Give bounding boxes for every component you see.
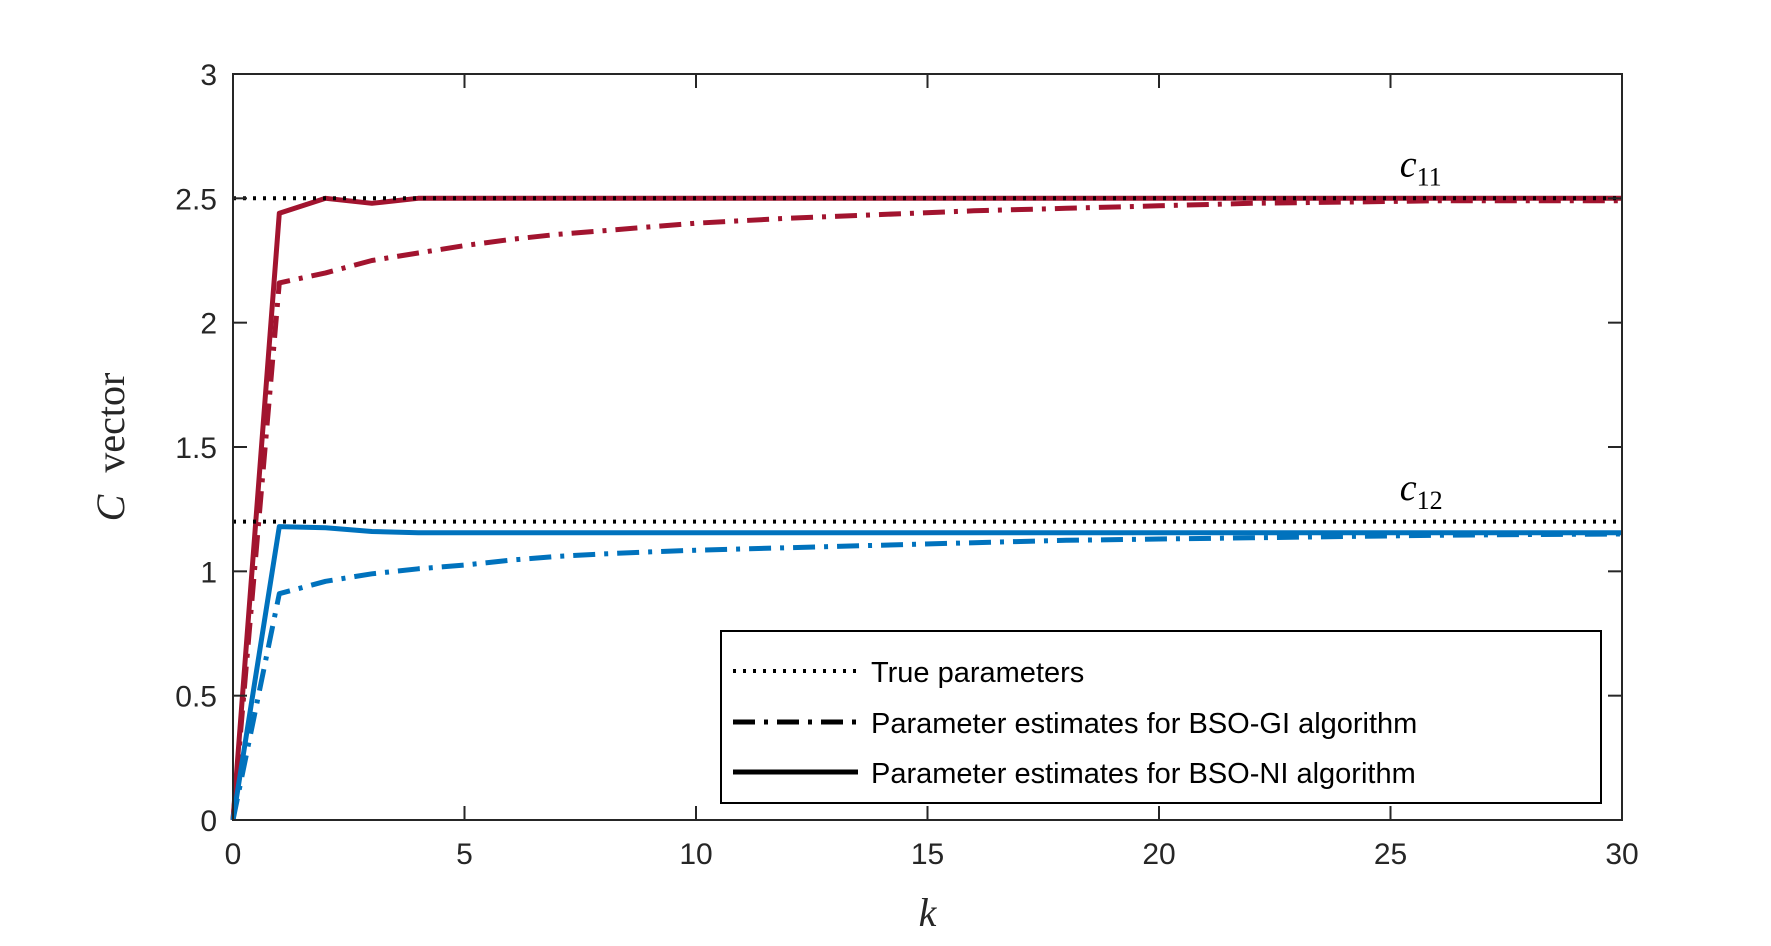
y-axis-label: C vector [88,373,133,522]
x-tick-label: 0 [225,838,242,871]
series-line-c12-bso-ni [230,524,1622,821]
annotation-base: c [1400,144,1417,186]
legend-label: Parameter estimates for BSO-NI algorithm [871,758,1416,790]
axis-ticks [232,73,1623,821]
x-tick-label: 15 [911,838,944,871]
annotation-base: c [1400,467,1417,509]
y-tick-label: 0.5 [175,681,217,714]
y-tick-label: 2.5 [175,183,217,216]
x-tick-label: 20 [1142,838,1175,871]
annotation-subscript: 11 [1417,163,1442,192]
x-axis-label: k [919,890,938,935]
series-line-c11-bso-gi [230,198,1622,821]
y-axis-label-symbol: C [88,493,133,521]
annotation-c11: c11 [1400,144,1442,192]
y-tick-label: 1.5 [175,432,217,465]
y-tick-label: 2 [200,308,217,341]
y-axis-label-text: vector [88,373,133,473]
legend: True parameters Parameter estimates for B… [720,630,1602,804]
legend-label: True parameters [871,657,1084,689]
plot-area [230,195,1623,821]
y-tick-label: 1 [200,556,217,589]
x-tick-label: 30 [1605,838,1638,871]
series-line-c12-bso-gi [230,531,1623,821]
legend-label: Parameter estimates for BSO-GI algorithm [871,708,1417,740]
annotation-c12: c12 [1400,467,1443,515]
x-tick-label: 25 [1374,838,1407,871]
tick-labels: 0 5 10 15 20 25 30 0 0.5 1 1.5 2 2.5 3 [175,59,1638,871]
x-tick-label: 5 [456,838,473,871]
legend-box [720,630,1602,804]
annotation-subscript: 12 [1417,486,1443,515]
y-tick-label: 3 [200,59,217,92]
x-tick-label: 10 [679,838,712,871]
y-tick-label: 0 [200,805,217,838]
